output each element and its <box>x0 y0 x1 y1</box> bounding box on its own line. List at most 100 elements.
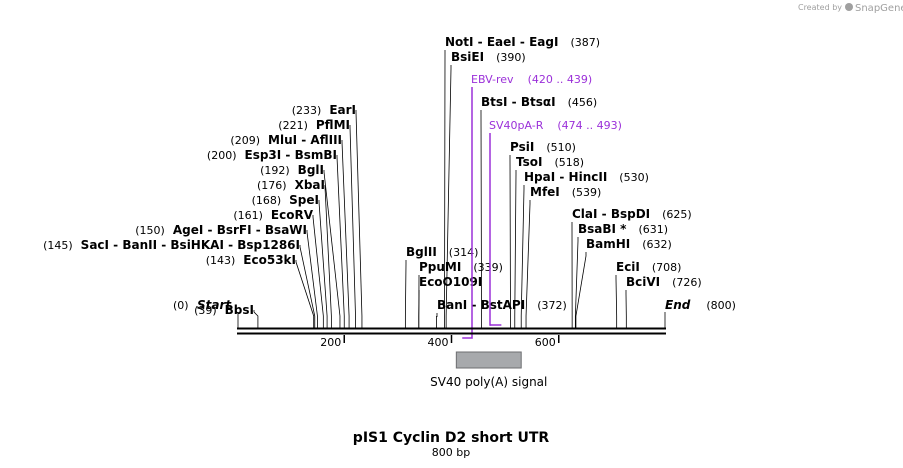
enzyme-name: BanII <box>122 238 157 252</box>
site-label-text: ClaI - BspDI (625) <box>572 207 692 221</box>
enzyme-name: BsiEI <box>451 50 484 64</box>
site-leader-line <box>445 65 452 328</box>
enzyme-name: BstAPI <box>481 298 526 312</box>
enzyme-name: EaeI <box>487 35 516 49</box>
site-label-text: BtsI - BtsαI (456) <box>481 95 597 109</box>
enzyme-name: BsrFI <box>217 223 252 237</box>
site-hpai-hincii: HpaI - HincII (530) <box>524 170 649 184</box>
site-label-text: MfeI (539) <box>530 185 601 199</box>
feature-label: SV40 poly(A) signal <box>430 375 547 389</box>
enzyme-name: BanI <box>437 298 467 312</box>
enzyme-name: AflIII <box>310 133 342 147</box>
site-label-text: PpuMI (339) <box>419 260 503 274</box>
end-label: End (800) <box>665 298 736 312</box>
enzyme-name: TsoI <box>516 155 542 169</box>
site-separator: - <box>224 238 237 252</box>
start-marker: (0) Start <box>173 298 232 312</box>
site-ecii: EciI (708) <box>616 260 681 274</box>
site-bgli: (192) BglI <box>260 163 324 177</box>
site-lines <box>237 50 666 328</box>
site-leader-line <box>514 170 517 328</box>
site-mfei: MfeI (539) <box>530 185 601 199</box>
site-bsiei: BsiEI (390) <box>451 50 526 64</box>
enzyme-name: Esp3I <box>245 148 282 162</box>
site-noti-eaei-eagi: NotI - EaeI - EagI (387) <box>445 35 600 49</box>
site-position: (209) <box>230 134 260 147</box>
credit-text: Created by <box>798 3 842 12</box>
primer-name: EBV-rev <box>471 73 514 86</box>
site-position: (708) <box>652 261 682 274</box>
site-position: (150) <box>135 224 165 237</box>
primer-range: (474 .. 493) <box>557 119 622 132</box>
enzyme-name: PpuMI <box>419 260 461 274</box>
site-position: (726) <box>672 276 702 289</box>
enzyme-name: BsiHKAI <box>170 238 224 252</box>
site-bglii: BglII (314) <box>406 245 478 259</box>
site-leader-line <box>404 260 407 328</box>
enzyme-name: EcoO109I <box>419 275 482 289</box>
site-leader-line <box>480 110 482 328</box>
plasmid-length: 800 bp <box>432 446 470 459</box>
site-bani-bstapi: BanI - BstAPI (372) <box>437 298 567 312</box>
site-leader-line <box>299 245 316 328</box>
site-leader-line <box>318 200 328 328</box>
site-position: (314) <box>449 246 479 259</box>
enzyme-name: SpeI <box>289 193 319 207</box>
site-separator: - <box>281 148 294 162</box>
site-leader-line <box>615 275 618 328</box>
enzyme-name: BglII <box>406 245 437 259</box>
primer-name: SV40pA-R <box>489 119 544 132</box>
site-separator: - <box>474 35 487 49</box>
site-position: (168) <box>252 194 282 207</box>
site-leader-line <box>295 260 315 328</box>
site-position: (390) <box>496 51 526 64</box>
site-label-text: TsoI (518) <box>516 155 584 169</box>
site-mlui-afliii: (209) MluI - AflIII <box>230 133 342 147</box>
site-label-text: (233) EarI <box>292 103 356 117</box>
features: SV40 poly(A) signal <box>430 351 547 389</box>
site-leader-line <box>341 140 350 328</box>
site-label-text: BsaBI * (631) <box>578 222 668 236</box>
site-label-text: (209) MluI - AflIII <box>230 133 342 147</box>
enzyme-name: BsaBI * <box>578 222 627 236</box>
site-label-text: (39) BbsI <box>194 303 254 317</box>
site-label-text: BamHI (632) <box>586 237 672 251</box>
site-position: (456) <box>568 96 598 109</box>
site-leader-line <box>575 252 587 328</box>
site-bcivi: BciVI (726) <box>626 275 702 289</box>
site-position: (145) <box>43 239 73 252</box>
enzyme-name: BsaWI <box>265 223 307 237</box>
brand-name: SnapGene <box>855 3 903 14</box>
site-leader-line <box>436 313 438 328</box>
enzyme-name: BglI <box>298 163 324 177</box>
site-position: (39) <box>194 304 217 317</box>
primer-label: SV40pA-R (474 .. 493) <box>489 119 622 132</box>
feature-bar <box>455 351 522 369</box>
site-position: (176) <box>257 179 287 192</box>
primers: EBV-rev (420 .. 439) SV40pA-R (474 .. 493) <box>462 73 622 339</box>
site-leader-line <box>574 237 579 328</box>
enzyme-name: EagI <box>529 35 558 49</box>
site-clai-bspdi: ClaI - BspDI (625) <box>572 207 692 221</box>
enzyme-name: EciI <box>616 260 640 274</box>
site-position: (339) <box>473 261 503 274</box>
site-position: (372) <box>537 299 567 312</box>
enzyme-name: NotI <box>445 35 474 49</box>
site-agei-bsrfi-bsawi: (150) AgeI - BsrFI - BsaWI <box>135 223 307 237</box>
site-label-text: EcoO109I <box>419 275 482 289</box>
end-marker: End (800) <box>665 298 736 312</box>
site-leader-line <box>306 230 318 328</box>
site-eco53ki: (143) Eco53kI <box>206 253 296 267</box>
site-position: (625) <box>662 208 692 221</box>
site-position: (233) <box>292 104 322 117</box>
start-position: (0) <box>173 299 189 312</box>
enzyme-name: ClaI <box>572 207 597 221</box>
enzyme-name: BamHI <box>586 237 630 251</box>
enzyme-name: HpaI <box>524 170 555 184</box>
enzyme-name: BciVI <box>626 275 660 289</box>
start-name: Start <box>197 298 232 312</box>
site-label-text: EciI (708) <box>616 260 681 274</box>
site-saci-banii-bsihkai-bsp1286i: (145) SacI - BanII - BsiHKAI - Bsp1286I <box>43 238 300 252</box>
site-label-text: (168) SpeI <box>252 193 319 207</box>
site-separator: - <box>157 238 170 252</box>
